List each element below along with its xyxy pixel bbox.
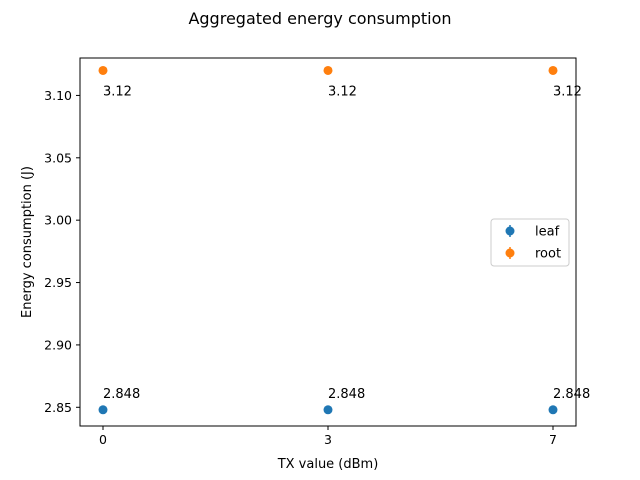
x-tick-label: 3 (324, 432, 332, 447)
leaf-data-label: 2.848 (103, 387, 140, 402)
chart-title: Aggregated energy consumption (188, 9, 451, 28)
root-point (98, 65, 108, 75)
x-axis-label: TX value (dBm) (277, 457, 379, 472)
x-tick-label: 0 (99, 432, 107, 447)
x-axis: 0 3 7 (99, 426, 557, 447)
root-data-label: 3.12 (103, 84, 132, 99)
y-axis-label: Energy consumption (J) (20, 166, 35, 318)
data-marks: 2.848 2.848 2.848 3.12 3.12 3.12 (98, 65, 590, 415)
root-data-label: 3.12 (328, 84, 357, 99)
root-point (548, 65, 558, 75)
y-tick-label: 2.90 (44, 337, 72, 352)
legend-label-leaf: leaf (535, 225, 560, 240)
x-tick-label: 7 (549, 432, 557, 447)
leaf-data-label: 2.848 (553, 387, 590, 402)
root-point (323, 65, 333, 75)
leaf-point (323, 405, 333, 415)
leaf-data-label: 2.848 (328, 387, 365, 402)
legend-marker-icon (505, 226, 515, 236)
y-tick-label: 2.95 (44, 275, 72, 290)
legend-marker-icon (505, 248, 515, 258)
y-tick-label: 3.05 (44, 150, 72, 165)
leaf-point (98, 405, 108, 415)
y-tick-label: 2.85 (44, 400, 72, 415)
y-tick-label: 3.00 (44, 213, 72, 228)
root-data-label: 3.12 (553, 84, 582, 99)
y-tick-label: 3.10 (44, 88, 72, 103)
leaf-point (548, 405, 558, 415)
legend: leaf root (490, 218, 570, 267)
y-axis: 2.85 2.90 2.95 3.00 3.05 3.10 (44, 88, 80, 415)
legend-label-root: root (535, 247, 561, 262)
